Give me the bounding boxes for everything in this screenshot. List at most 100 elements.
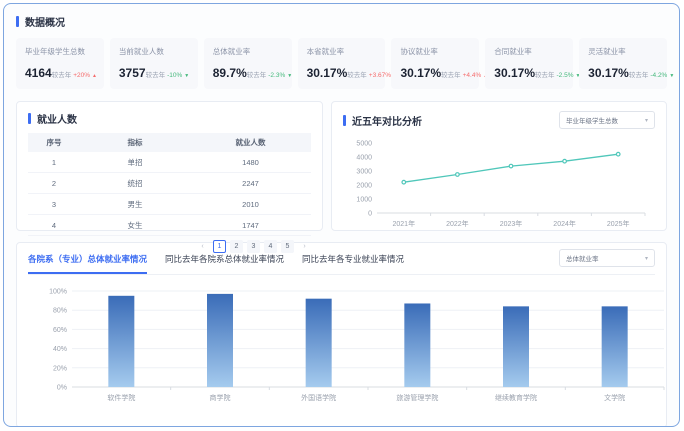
trend-title: 近五年对比分析 [343, 113, 422, 128]
table-row: 4 女生 1747 [28, 214, 311, 236]
data-point [454, 172, 460, 177]
table-row: 3 男生 2010 [28, 193, 311, 215]
compare-delta: +3.67% [368, 72, 392, 79]
arrow-up-icon: ▲ [92, 73, 97, 79]
overview-section: 数据概况 毕业年级学生总数 4164 较去年 +20% ▲ 当前就业人数 3757 较去年 -1… [16, 14, 674, 89]
trend-chart-card: 近五年对比分析 毕业年级学生总数 ▾ 0 1000 2000 3000 4000 5000… [331, 101, 667, 231]
title-accent-bar [343, 114, 346, 126]
y-axis-tick-label: 3000 [356, 169, 372, 176]
rate-tabs-row: 各院系（专业）总体就业率情况 同比去年各院系总体就业率情况 同比去年各专业就业率情况… [28, 249, 655, 275]
bar [404, 303, 431, 387]
stat-card: 总体就业率 89.7% 较去年 -2.3% ▼ [203, 38, 292, 89]
table-column-header: 序号 [28, 133, 80, 152]
page-button[interactable]: 2 [230, 240, 243, 253]
overview-title: 数据概况 [16, 14, 667, 29]
table-row: 2 统招 2247 [28, 172, 311, 194]
rate-bar-chart: 0% 20% 40% 60% 80% 100% 软件学院 商学院 外国语学院 旅游管理学院 继续教育… [49, 289, 665, 402]
x-axis-category-label: 外国语学院 [301, 393, 336, 402]
chevron-down-icon: ▾ [644, 117, 648, 124]
x-axis-category-label: 旅游管理学院 [396, 393, 438, 402]
stat-card-value: 89.7% [212, 66, 247, 80]
x-axis-category-label: 商学院 [210, 393, 231, 402]
bar [503, 306, 529, 387]
x-axis-tick-label: 2022年 [446, 219, 469, 228]
stat-card-value: 30.17% [400, 66, 442, 80]
trend-line-chart: 0 1000 2000 3000 4000 5000 2021年 2022年 2023年 2024… [356, 141, 646, 228]
chevron-down-icon: ▾ [644, 255, 648, 262]
table-cell: 1480 [190, 152, 311, 173]
stat-card-label: 毕业年级学生总数 [25, 47, 85, 56]
rate-tab[interactable]: 同比去年各专业就业率情况 [302, 254, 405, 264]
bar [601, 306, 628, 387]
stat-card-compare: 较去年 -2.3% ▼ [247, 69, 292, 79]
employment-rate-section: 各院系（专业）总体就业率情况 同比去年各院系总体就业率情况 同比去年各专业就业率情况… [16, 242, 667, 426]
prev-page-button[interactable]: ‹ [201, 243, 204, 250]
compare-label: 较去年 [51, 72, 72, 79]
stat-card-compare: 较去年 -4.2% ▼ [629, 69, 674, 79]
x-axis-category-label: 软件学院 [107, 393, 135, 402]
y-axis-tick-label: 0 [368, 211, 372, 218]
trend-title-text: 近五年对比分析 [352, 116, 422, 128]
data-point [401, 179, 407, 185]
page-button[interactable]: 3 [247, 240, 260, 253]
x-axis-tick-label: 2023年 [500, 219, 523, 228]
page-button[interactable]: 5 [281, 240, 294, 253]
stat-card: 本省就业率 30.17%较去年+3.67%▲ [297, 38, 398, 89]
arrow-down-icon: ▼ [184, 73, 190, 79]
compare-label: 较去年 [145, 72, 166, 79]
stat-card-label: 合同就业率 [494, 47, 532, 56]
table-cell: 2247 [190, 172, 311, 194]
y-axis-tick-label: 60% [53, 327, 67, 334]
page-button[interactable]: 4 [264, 240, 277, 253]
table-cell: 男生 [80, 193, 190, 215]
y-axis-tick-label: 80% [53, 308, 67, 315]
trend-metric-select[interactable]: 毕业年级学生总数 ▾ [559, 111, 655, 129]
compare-label: 较去年 [246, 72, 267, 79]
employment-table: 序号 指标 就业人数 1 单招 1480 2 统招 2247 3 男生 2010 4 女生 1747 [28, 133, 311, 236]
stat-card-label: 本省就业率 [306, 47, 345, 56]
trend-metric-select-value: 毕业年级学生总数 [566, 118, 618, 125]
page-button[interactable]: 1 [213, 240, 226, 253]
data-point [562, 158, 568, 164]
stat-card-compare: 较去年 -2.5% ▼ [535, 69, 580, 79]
compare-label: 较去年 [628, 72, 649, 79]
title-accent-bar [28, 113, 31, 124]
arrow-down-icon: ▼ [669, 73, 675, 79]
compare-delta: +4.4% [462, 72, 482, 79]
y-axis-tick-label: 2000 [356, 183, 372, 190]
stat-card-compare: 较去年 -10% ▼ [146, 69, 190, 79]
stat-card: 灵活就业率 30.17% 较去年 -4.2% ▼ [579, 38, 674, 89]
rate-tab[interactable]: 同比去年各院系总体就业率情况 [165, 254, 285, 264]
rate-metric-select-value: 总体就业率 [566, 256, 599, 263]
arrow-down-icon: ▼ [287, 73, 293, 79]
stat-card-label: 协议就业率 [400, 47, 438, 56]
rate-tab[interactable]: 各院系（专业）总体就业率情况 [28, 250, 148, 274]
stat-card-value: 30.17% [494, 66, 535, 80]
y-axis-tick-label: 0% [57, 385, 67, 392]
stat-card-label: 灵活就业率 [588, 47, 626, 56]
y-axis-tick-label: 100% [49, 289, 67, 296]
next-page-button[interactable]: › [303, 243, 306, 250]
rate-metric-select[interactable]: 总体就业率 ▾ [559, 249, 655, 267]
compare-delta: +20% [73, 72, 91, 79]
bar [108, 295, 135, 387]
stat-card-compare: 较去年+4.4%▲ [441, 69, 488, 79]
y-axis-tick-label: 4000 [356, 155, 372, 162]
compare-delta: -2.5% [556, 72, 574, 79]
trend-card-head: 近五年对比分析 毕业年级学生总数 ▾ [343, 111, 655, 129]
middle-row: 就业人数 序号 指标 就业人数 1 单招 1480 2 统招 2247 3 男生 2010 4 女生 17… [16, 101, 667, 253]
overview-title-text: 数据概况 [25, 18, 65, 29]
stat-card-value: 30.17% [588, 66, 629, 80]
table-cell: 1 [28, 152, 80, 173]
x-axis-tick-label: 2024年 [553, 219, 576, 228]
table-header-row: 序号 指标 就业人数 [28, 133, 311, 152]
table-cell: 4 [28, 214, 80, 236]
table-cell: 单招 [80, 152, 190, 173]
y-axis-tick-label: 20% [53, 365, 67, 372]
stat-card: 当前就业人数 3757 较去年 -10% ▼ [109, 38, 198, 89]
data-point [615, 151, 621, 157]
dashboard-page: 数据概况 毕业年级学生总数 4164 较去年 +20% ▲ 当前就业人数 3757 较去年 -1… [3, 3, 680, 427]
x-axis-category-label: 继续教育学院 [495, 393, 537, 402]
compare-delta: -2.3% [268, 72, 286, 79]
table-cell: 2010 [190, 193, 311, 215]
